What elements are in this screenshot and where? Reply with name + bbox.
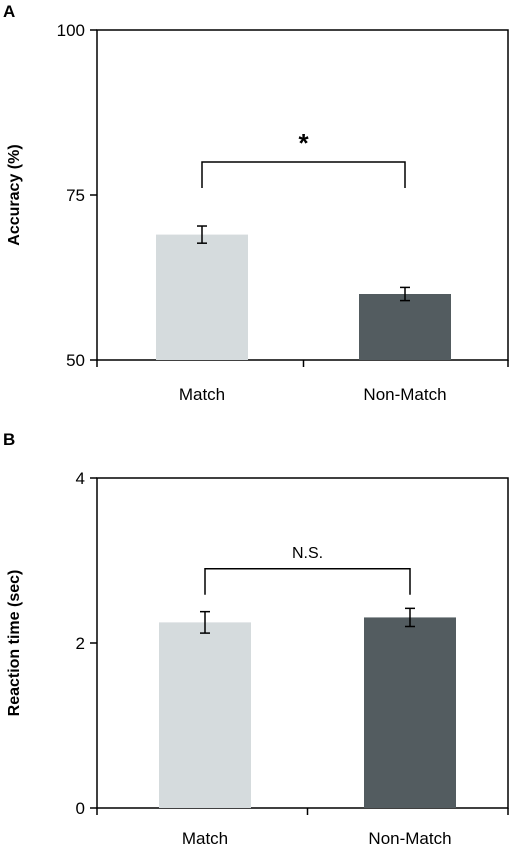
panel-a-significance-label: * bbox=[298, 128, 309, 158]
panel-b-category-label: Non-Match bbox=[368, 829, 451, 848]
panel-b-y-tick-label: 2 bbox=[76, 634, 85, 653]
panel-b-significance-label: N.S. bbox=[292, 545, 323, 562]
panel-b-bar-non-match bbox=[364, 617, 456, 808]
panel-a-letter: A bbox=[3, 2, 15, 21]
panel-b-error-bar bbox=[405, 607, 415, 628]
panel-b-error-bar bbox=[200, 610, 210, 634]
panel-b-category-label: Match bbox=[182, 829, 228, 848]
panel-a-category-label: Non-Match bbox=[363, 385, 446, 404]
panel-a-error-bar bbox=[197, 225, 207, 244]
panel-b-bar-match bbox=[159, 622, 251, 808]
panel-a-y-tick-label: 75 bbox=[66, 186, 85, 205]
panel-b-y-axis-label: Reaction time (sec) bbox=[6, 570, 23, 717]
panel-b-y-tick-label: 4 bbox=[76, 469, 85, 488]
panel-b: B Reaction time (sec) 0 2 4 Match Non-Match… bbox=[3, 430, 509, 848]
panel-a-y-axis-label: Accuracy (%) bbox=[6, 144, 23, 245]
panel-a-category-label: Match bbox=[179, 385, 225, 404]
panel-b-y-tick-label: 0 bbox=[76, 799, 85, 818]
panel-a-y-tick-label: 50 bbox=[66, 351, 85, 370]
panel-a-error-bar bbox=[400, 286, 410, 302]
panel-a-bar-match bbox=[156, 234, 248, 360]
panel-a-bar-non-match bbox=[359, 294, 451, 360]
panel-a-significance-bracket bbox=[201, 161, 406, 188]
panel-b-letter: B bbox=[3, 430, 15, 449]
panel-b-significance-bracket bbox=[204, 568, 411, 595]
panel-a: A Accuracy (%) 50 75 100 Match Non-Match * bbox=[3, 2, 509, 404]
panel-a-y-tick-label: 100 bbox=[57, 21, 85, 40]
